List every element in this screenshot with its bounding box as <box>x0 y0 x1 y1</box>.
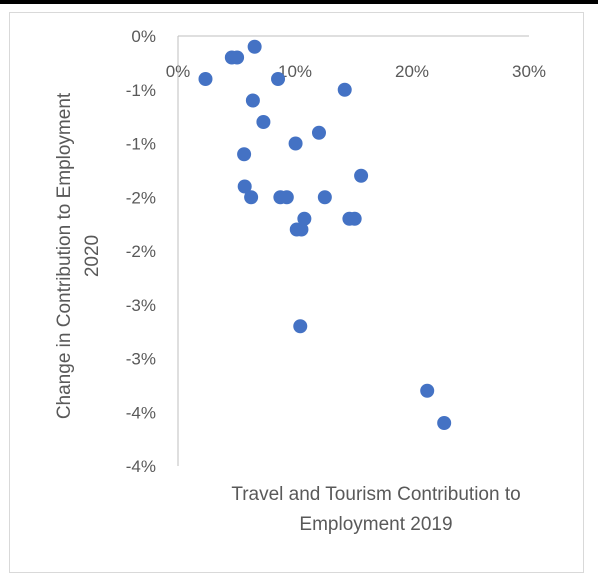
x-tick-label: 30% <box>512 62 546 81</box>
y-tick-label: -4% <box>126 457 156 476</box>
y-tick-label: -2% <box>126 242 156 261</box>
data-point <box>317 190 332 205</box>
x-tick-label: 20% <box>395 62 429 81</box>
data-point <box>294 222 309 237</box>
data-point <box>244 190 259 205</box>
data-point <box>337 82 352 97</box>
x-tick-labels: 0% 10% 20% 30% <box>166 62 546 81</box>
axes <box>177 35 529 466</box>
data-point <box>354 168 369 183</box>
data-point <box>271 72 286 86</box>
y-tick-label: -1% <box>126 81 156 100</box>
data-point <box>247 39 262 54</box>
data-point <box>347 211 362 226</box>
data-point <box>245 93 260 108</box>
data-point <box>237 179 252 194</box>
x-axis-title: Travel and Tourism Contribution to Employ… <box>231 484 520 535</box>
data-point <box>237 147 252 162</box>
y-tick-labels: 0% -1% -1% -2% -2% -3% -3% -4% -4% <box>126 27 156 476</box>
data-point <box>288 136 303 151</box>
y-tick-label: -3% <box>126 350 156 369</box>
y-tick-label: -4% <box>126 403 156 422</box>
y-tick-label: -2% <box>126 188 156 207</box>
x-tick-label: 0% <box>166 62 191 81</box>
data-points <box>198 39 452 430</box>
y-axis-title: Change in Contribution to Employment 2020 <box>54 92 103 419</box>
y-tick-label: -1% <box>126 135 156 154</box>
data-point <box>311 125 326 140</box>
data-point <box>437 416 452 430</box>
data-point <box>198 72 213 86</box>
chart-frame <box>9 12 584 573</box>
data-point <box>420 383 435 398</box>
y-tick-label: -3% <box>126 296 156 315</box>
top-border-rule <box>0 0 598 4</box>
data-point <box>297 211 312 226</box>
data-point <box>256 115 271 129</box>
x-tick-label: 10% <box>278 62 312 81</box>
data-point <box>279 190 294 205</box>
y-tick-label: 0% <box>131 27 156 46</box>
data-point <box>293 319 308 334</box>
data-point <box>230 50 245 65</box>
